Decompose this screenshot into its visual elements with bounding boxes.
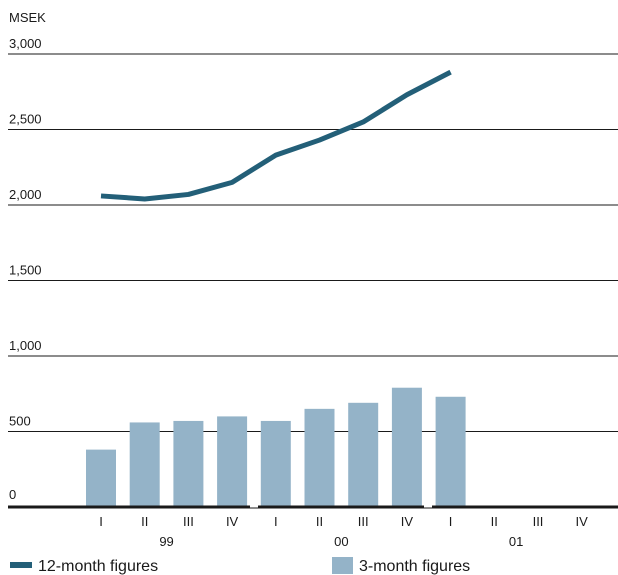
- x-tick-label-quarter: II: [141, 514, 148, 529]
- bar: [86, 449, 116, 507]
- bar: [129, 422, 160, 507]
- x-tick-label-year: 01: [509, 534, 523, 549]
- y-tick-label: 500: [9, 414, 31, 429]
- y-tick-label: 2,500: [9, 112, 42, 127]
- legend-bar-swatch: [332, 557, 353, 574]
- y-axis-unit-label: MSEK: [9, 10, 46, 25]
- x-tick-label-quarter: I: [449, 514, 453, 529]
- x-tick-label-quarter: IV: [226, 514, 239, 529]
- x-tick-label-quarter: IV: [576, 514, 589, 529]
- gridlines: [8, 53, 618, 432]
- x-tick-label-quarter: I: [99, 514, 103, 529]
- x-tick-label-quarter: I: [274, 514, 278, 529]
- bar: [304, 408, 335, 507]
- bar: [391, 387, 422, 507]
- bar: [217, 416, 248, 507]
- bar: [348, 402, 379, 507]
- legend-line-swatch: [10, 562, 32, 568]
- x-tick-label-quarter: III: [183, 514, 194, 529]
- bar-series: [86, 387, 466, 507]
- y-tick-label: 3,000: [9, 36, 42, 51]
- x-tick-label-quarter: III: [358, 514, 369, 529]
- y-tick-label: 1,000: [9, 338, 42, 353]
- x-tick-label-quarter: II: [316, 514, 323, 529]
- x-tick-label-year: 00: [334, 534, 348, 549]
- y-tick-label: 0: [9, 487, 16, 502]
- bar: [173, 420, 204, 507]
- bar: [260, 420, 291, 507]
- x-tick-label-year: 99: [159, 534, 173, 549]
- legend-bar-label: 3-month figures: [359, 558, 470, 575]
- bar: [435, 396, 466, 507]
- line-series: [100, 69, 452, 202]
- legend-line-label: 12-month figures: [38, 558, 158, 575]
- y-tick-label: 1,500: [9, 263, 42, 278]
- x-axis: [8, 505, 618, 509]
- x-tick-label-quarter: III: [533, 514, 544, 529]
- y-tick-labels: 0 500 1,000 1,500 2,000 2,500 3,000: [9, 36, 42, 502]
- y-tick-label: 2,000: [9, 187, 42, 202]
- x-tick-label-quarter: IV: [401, 514, 414, 529]
- x-tick-label-quarter: II: [491, 514, 498, 529]
- line-path: [100, 69, 452, 202]
- legend: 12-month figures 3-month figures: [10, 557, 470, 575]
